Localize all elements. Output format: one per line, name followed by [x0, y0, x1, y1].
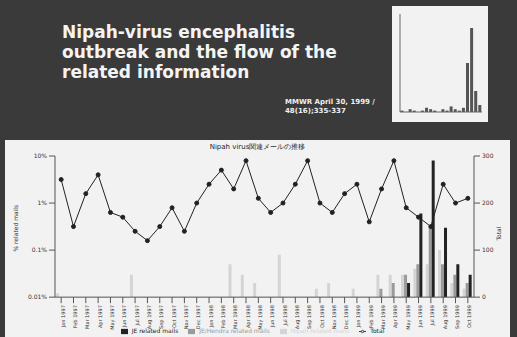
svg-text:Feb 1999: Feb 1999	[368, 305, 374, 328]
svg-text:Feb 1998: Feb 1998	[220, 305, 226, 328]
svg-text:1%: 1%	[37, 199, 47, 206]
svg-text:200: 200	[482, 199, 494, 206]
html-text:Nipah virus関連メールの推移: Nipah virus関連メールの推移	[209, 143, 306, 151]
svg-text:Jan 1998: Jan 1998	[208, 305, 214, 328]
svg-text:Total: Total	[495, 226, 502, 241]
svg-text:Aug 1997: Aug 1997	[146, 305, 153, 329]
html-text:MMWR April 30, 1999 / 48(16);3: MMWR April 30, 1999 / 48(16);335-337	[285, 98, 375, 115]
html-text:JE related mails: JE related mails	[131, 327, 179, 335]
svg-text:May 1998: May 1998	[257, 305, 264, 330]
svg-text:100: 100	[482, 246, 494, 253]
svg-text:Mar 1998: Mar 1998	[232, 305, 238, 329]
svg-text:Mar 1999: Mar 1999	[380, 305, 386, 329]
html-text:Total: Total	[370, 327, 385, 335]
svg-text:10%: 10%	[34, 152, 48, 159]
svg-text:0.01%: 0.01%	[28, 293, 47, 300]
svg-text:Aug 1998: Aug 1998	[294, 305, 301, 329]
svg-text:Jul 1999: Jul 1999	[429, 305, 435, 326]
svg-text:Jul 1997: Jul 1997	[134, 305, 140, 326]
svg-text:Jun 1998: Jun 1998	[269, 305, 275, 328]
svg-text:May 1999: May 1999	[405, 305, 412, 330]
svg-text:% related mails: % related mails	[12, 205, 19, 252]
svg-text:Sep 1997: Sep 1997	[158, 305, 165, 329]
svg-text:May 1997: May 1997	[109, 305, 116, 330]
svg-text:Jul 1998: Jul 1998	[282, 305, 288, 326]
svg-text:Jan 1999: Jan 1999	[355, 305, 361, 328]
svg-text:300: 300	[482, 152, 494, 159]
svg-text:Apr 1997: Apr 1997	[97, 305, 104, 328]
svg-text:Oct 1999: Oct 1999	[466, 305, 472, 328]
svg-text:Apr 1999: Apr 1999	[392, 305, 399, 328]
svg-text:Mar 1997: Mar 1997	[84, 305, 90, 329]
svg-text:0.1%: 0.1%	[32, 246, 48, 253]
svg-text:Jan 1997: Jan 1997	[60, 305, 66, 328]
svg-text:Dec 1998: Dec 1998	[343, 305, 349, 329]
svg-text:Oct 1998: Oct 1998	[319, 305, 325, 328]
html-text:JE/Hendra related mails: JE/Hendra related mails	[199, 327, 270, 335]
svg-text:Dec 1997: Dec 1997	[195, 305, 201, 329]
svg-text:0: 0	[482, 293, 486, 300]
svg-text:Jun 1999: Jun 1999	[417, 305, 423, 328]
svg-text:Nov 1997: Nov 1997	[183, 305, 189, 329]
svg-text:Nov 1998: Nov 1998	[331, 305, 337, 329]
svg-text:Aug 1999: Aug 1999	[442, 305, 449, 329]
svg-text:Feb 1997: Feb 1997	[72, 305, 78, 328]
svg-text:Jun 1997: Jun 1997	[121, 305, 127, 328]
svg-text:Apr 1998: Apr 1998	[245, 305, 252, 328]
svg-text:Sep 1999: Sep 1999	[454, 305, 461, 329]
html-text:Nipah related mails: Nipah related mails	[290, 327, 350, 335]
svg-text:Oct 1997: Oct 1997	[171, 305, 177, 328]
svg-text:Sep 1998: Sep 1998	[306, 305, 313, 329]
html-text:Nipah-virus encephalitis outbr: Nipah-virus encephalitis outbreak and th…	[62, 22, 337, 82]
